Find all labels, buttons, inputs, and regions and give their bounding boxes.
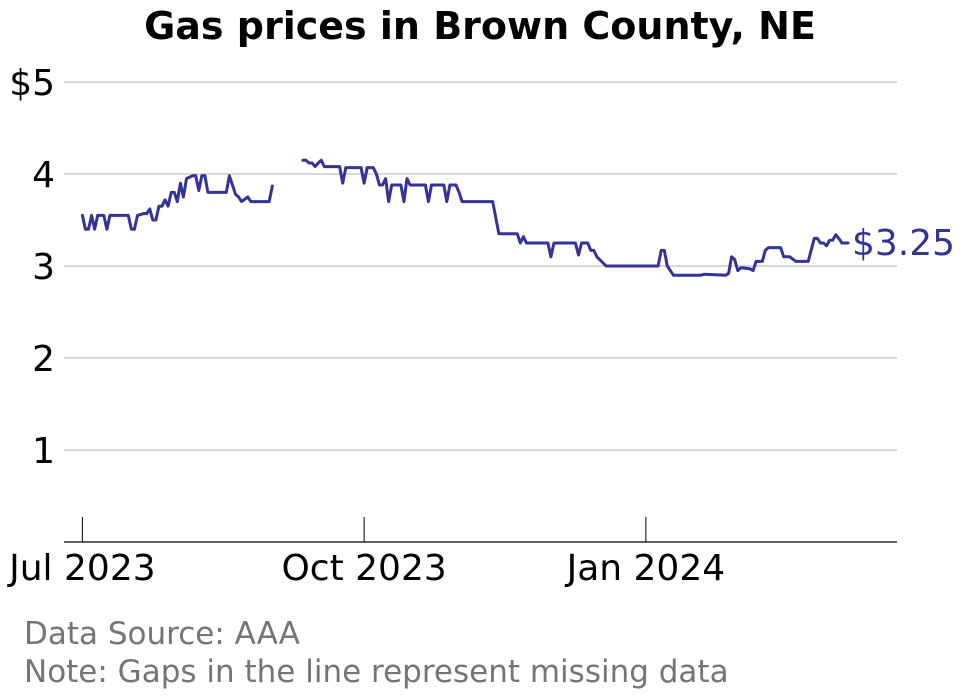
- y-tick-label-3: 4: [32, 155, 55, 196]
- labels: 1 2 3 4 $5 Jul 2023 Oct 2023 Jan 2024 $3.25: [7, 63, 955, 589]
- chart-title: Gas prices in Brown County, NE: [144, 4, 816, 48]
- last-value-label: $3.25: [852, 223, 955, 264]
- price-line: [80, 158, 850, 277]
- x-tick-label-1: Oct 2023: [281, 548, 446, 589]
- y-tick-label-2: 3: [32, 247, 55, 288]
- y-tick-label-0: 1: [32, 431, 55, 472]
- price-line-segment-1: [301, 158, 850, 277]
- grid-lines: [64, 81, 897, 451]
- price-line-segment-0: [80, 174, 274, 231]
- y-tick-label-4: $5: [9, 63, 55, 104]
- x-tick-label-0: Jul 2023: [7, 548, 156, 589]
- y-tick-label-1: 2: [32, 339, 55, 380]
- x-tick-label-2: Jan 2024: [565, 548, 726, 589]
- data-source-text: Data Source: AAA: [24, 616, 300, 652]
- axes: [64, 517, 897, 543]
- note-text: Note: Gaps in the line represent missing…: [24, 654, 729, 690]
